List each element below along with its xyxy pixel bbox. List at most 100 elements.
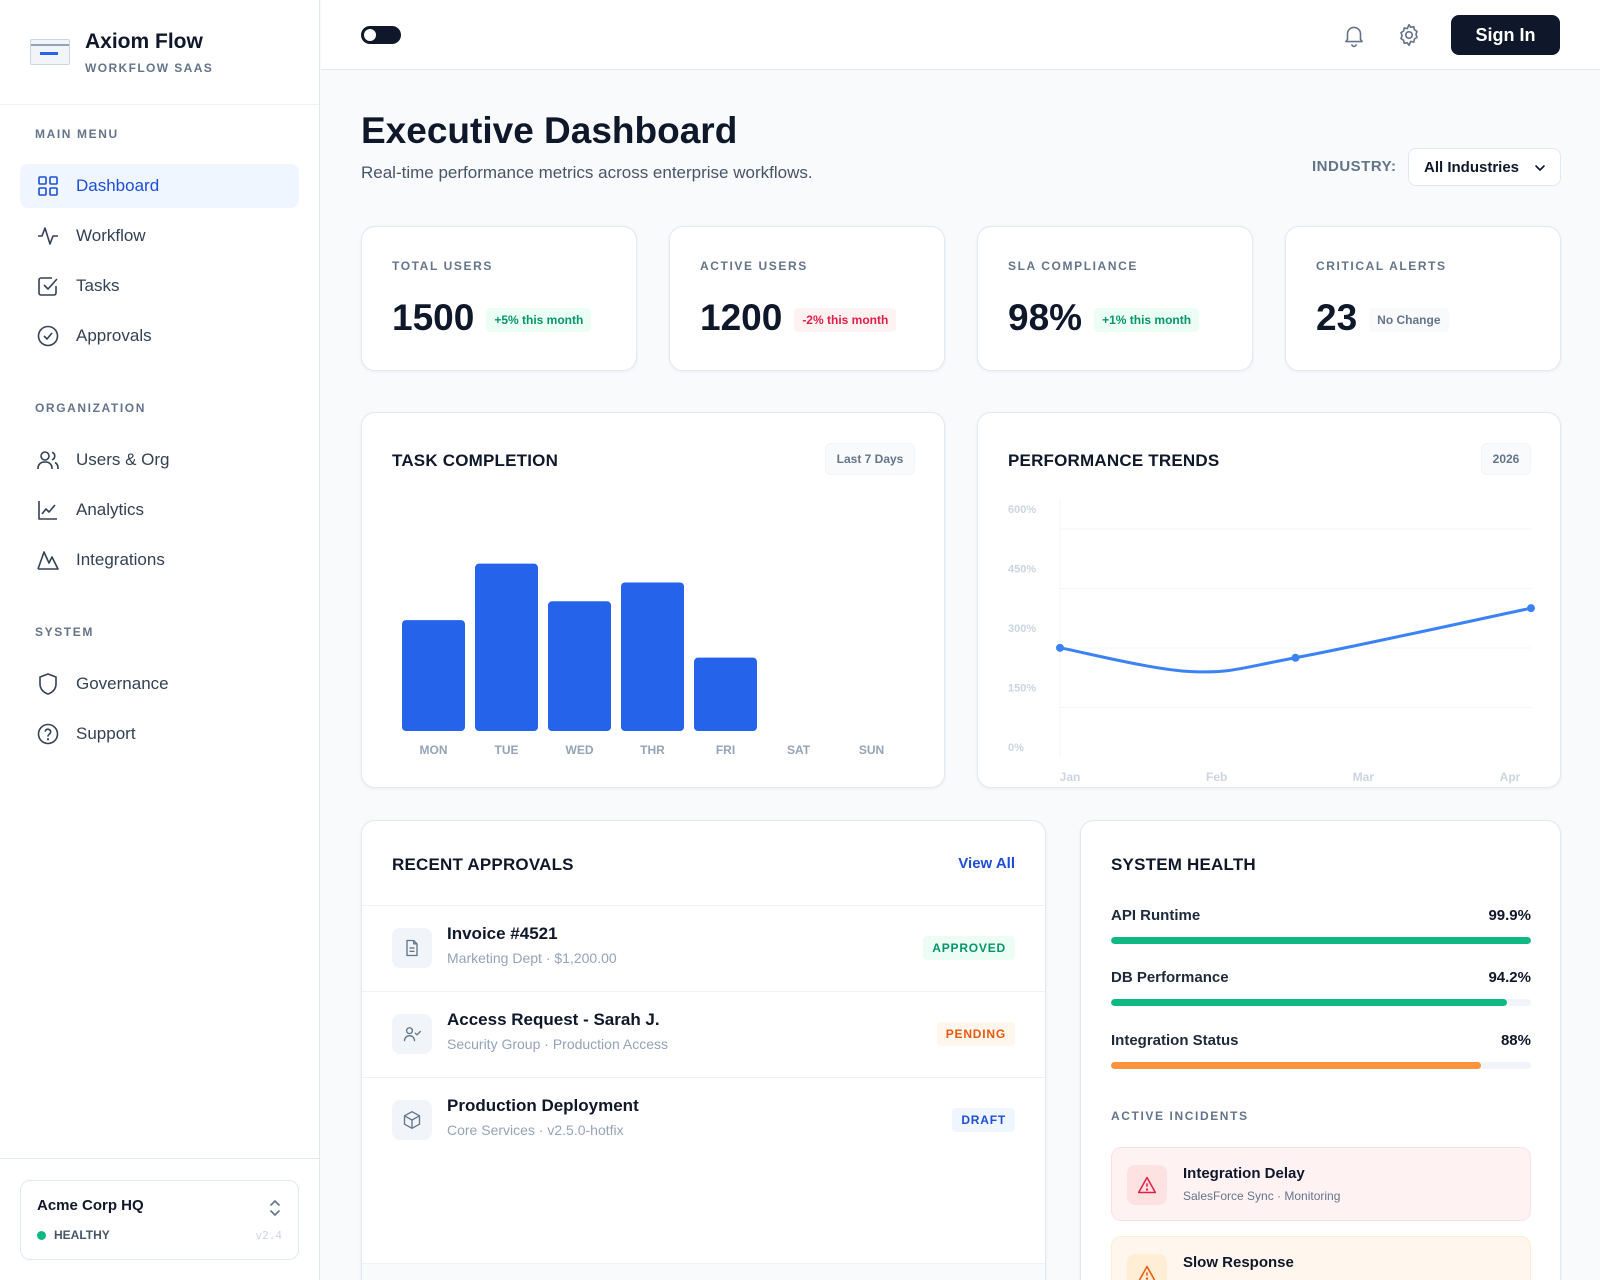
progress-fill [1111,999,1507,1006]
data-point-apr[interactable] [1527,604,1535,613]
approval-row[interactable]: Invoice #4521 Marketing Dept · $1,200.00… [362,905,1045,991]
data-point-jan[interactable] [1056,643,1064,652]
view-all-link[interactable]: View All [958,855,1015,872]
data-point-mar[interactable] [1291,653,1300,662]
page-subtitle: Real-time performance metrics across ent… [361,163,813,182]
topbar: Sign In [321,0,1600,70]
brand[interactable]: Axiom Flow WORKFLOW SAAS [0,0,319,105]
sign-in-button[interactable]: Sign In [1451,15,1560,55]
sidebar-item-analytics[interactable]: Analytics [20,488,299,532]
series-line [1058,606,1533,674]
progress-fill [1111,937,1531,944]
range-select[interactable]: Last 7 Days [825,443,915,475]
progress-track [1111,937,1531,944]
status-badge: APPROVED [923,936,1015,960]
health-metric-api-runtime: API Runtime 99.9% [1111,907,1531,944]
sidebar-item-approvals[interactable]: Approvals [20,314,299,358]
bar-thr[interactable] [621,582,684,731]
bar-mon[interactable] [402,620,465,731]
industry-label: INDUSTRY: [1312,158,1397,175]
progress-track [1111,1062,1531,1069]
kpi-trend-badge: +1% this month [1094,308,1200,332]
kpi-card-sla-compliance: SLA COMPLIANCE 98% +1% this month [977,226,1253,371]
x-tick-label: THR [640,743,665,757]
mountain-icon [37,551,59,570]
approval-title: Production Deployment [447,1096,639,1115]
approval-row[interactable]: Production Deployment Core Services · v2… [362,1077,1045,1163]
card-title: PERFORMANCE TRENDS [1008,451,1220,470]
sidebar: Axiom Flow WORKFLOW SAAS MAIN MENU Dashb… [0,0,320,1280]
incident-item[interactable]: Integration Delay SalesForce Sync · Moni… [1111,1147,1531,1221]
metric-label: Integration Status [1111,1032,1239,1049]
year-select[interactable]: 2026 [1481,443,1531,475]
sidebar-item-label: Workflow [76,226,146,245]
metric-value: 94.2% [1488,969,1531,986]
x-tick-label: MON [420,743,448,757]
status-dot [37,1230,46,1240]
grid-icon [38,176,58,196]
kpi-value: 1500 [392,297,475,338]
health-metric-integration-status: Integration Status 88% [1111,1032,1531,1069]
y-tick-label: 150% [1008,683,1036,695]
gear-icon[interactable] [1396,22,1422,48]
sidebar-item-label: Tasks [76,276,120,295]
bell-icon[interactable] [1341,22,1367,48]
line-chart-icon [38,501,57,520]
x-tick-label: Jan [1060,770,1081,784]
kpi-label: ACTIVE USERS [700,259,808,273]
industry-select[interactable]: All Industries [1408,148,1561,186]
help-circle-icon [37,723,59,745]
shield-icon [39,673,57,695]
task-completion-card: TASK COMPLETION Last 7 Days MON TUE WED THR… [361,412,945,788]
x-tick-label: Apr [1500,770,1521,784]
sidebar-item-tasks[interactable]: Tasks [20,264,299,308]
approval-row[interactable]: Access Request - Sarah J. Security Group… [362,991,1045,1077]
incident-title: Slow Response [1183,1254,1294,1271]
nav-section-organization: ORGANIZATION [35,401,146,415]
card-title: TASK COMPLETION [392,451,559,470]
kpi-value: 98% [1008,297,1083,338]
x-tick-label: TUE [495,743,519,757]
kpi-value: 1200 [700,297,783,338]
brand-name: Axiom Flow [85,29,203,53]
incident-item[interactable]: Slow Response [1111,1236,1531,1280]
sidebar-item-workflow[interactable]: Workflow [20,214,299,258]
sidebar-item-users-org[interactable]: Users & Org [20,438,299,482]
theme-toggle[interactable] [361,26,401,44]
nav-section-system: SYSTEM [35,625,94,639]
y-tick-label: 600% [1008,504,1036,516]
status-badge: DRAFT [952,1108,1015,1132]
chevron-up-down-icon [270,1200,280,1216]
sidebar-item-label: Dashboard [76,176,160,195]
bar-fri[interactable] [694,657,757,731]
sidebar-item-support[interactable]: Support [20,712,299,756]
performance-trends-card: PERFORMANCE TRENDS 2026 600% 450% 300% 150%… [977,412,1561,788]
y-tick-label: 300% [1008,623,1036,635]
progress-track [1111,999,1531,1006]
status-badge: PENDING [936,1022,1015,1046]
kpi-trend-badge: No Change [1369,308,1449,332]
workspace-switcher[interactable]: Acme Corp HQ HEALTHY v2.4 [20,1180,299,1260]
kpi-value: 23 [1316,297,1358,338]
metric-value: 99.9% [1488,907,1531,924]
incident-title: Integration Delay [1183,1165,1305,1182]
task-completion-chart: MON TUE WED THR FRI SAT SUN [402,563,884,757]
sidebar-item-integrations[interactable]: Integrations [20,538,299,582]
approval-meta: Security Group · Production Access [447,1036,668,1052]
chevron-down-icon [1535,165,1545,171]
workspace-name: Acme Corp HQ [37,1197,144,1214]
sidebar-item-dashboard[interactable]: Dashboard [20,164,299,208]
x-tick-label: FRI [716,743,735,757]
check-circle-icon [37,325,59,347]
alert-triangle-icon [1127,1165,1167,1205]
kpi-label: SLA COMPLIANCE [1008,259,1138,273]
approvals-footer [362,1263,1045,1280]
system-health-card: SYSTEM HEALTH API Runtime 99.9% DB Perfo… [1080,820,1561,1280]
sidebar-item-governance[interactable]: Governance [20,662,299,706]
sidebar-item-label: Approvals [76,326,152,345]
x-tick-label: SAT [787,743,811,757]
bar-wed[interactable] [548,601,611,731]
performance-trends-chart: 600% 450% 300% 150% 0% Jan Feb Mar Apr [1008,499,1535,784]
sidebar-item-label: Users & Org [76,450,170,469]
bar-tue[interactable] [475,563,538,731]
